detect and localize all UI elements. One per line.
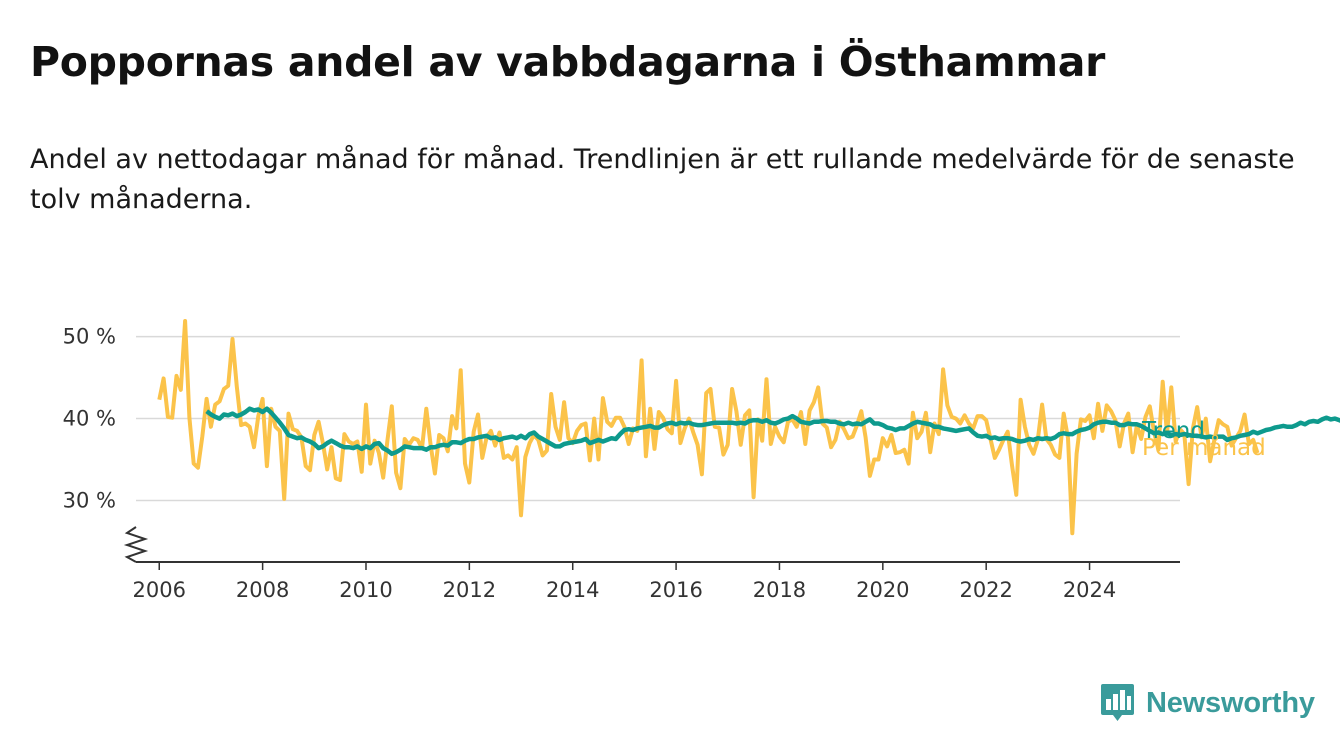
- axis-break-icon: [123, 526, 149, 563]
- x-tick-label: 2024: [1063, 578, 1116, 602]
- y-axis-ticks: 30 % 40 % 50 %: [63, 325, 116, 513]
- chart-subtitle: Andel av nettodagar månad för månad. Tre…: [30, 144, 1295, 215]
- x-axis-ticks: 2006 2008 2010 2012 2014 2016 2018 2020 2022 2024: [133, 562, 1116, 602]
- newsworthy-logo: Newsworthy: [1101, 684, 1315, 722]
- x-tick-label: 2006: [133, 578, 186, 602]
- y-tick-label: 40 %: [63, 407, 116, 431]
- x-axis: [123, 526, 1180, 563]
- y-tick-label: 30 %: [63, 489, 116, 513]
- bar-chart-icon: [1101, 684, 1134, 721]
- y-tick-label: 50 %: [63, 325, 116, 349]
- x-tick-label: 2020: [856, 578, 909, 602]
- chart-title: Poppornas andel av vabbdagarna i Östhamm…: [30, 38, 1106, 86]
- x-tick-label: 2010: [339, 578, 392, 602]
- x-tick-label: 2012: [443, 578, 496, 602]
- x-tick-label: 2016: [649, 578, 702, 602]
- series-line-trend: [205, 406, 1340, 457]
- x-tick-label: 2018: [753, 578, 806, 602]
- x-tick-label: 2008: [236, 578, 289, 602]
- x-tick-label: 2014: [546, 578, 599, 602]
- brand-name: Newsworthy: [1146, 686, 1315, 719]
- x-tick-label: 2022: [959, 578, 1012, 602]
- series-label-per-manad: Per månad: [1142, 433, 1266, 461]
- series-label-trend: Trend: [1141, 418, 1205, 444]
- series-line-per-manad: [157, 319, 1260, 536]
